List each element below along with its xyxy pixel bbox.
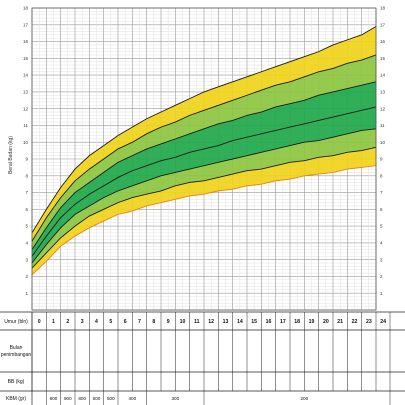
- y-tick-label-left: 9: [25, 157, 28, 162]
- month-label: 13: [223, 319, 229, 325]
- y-tick-label-left: 11: [23, 123, 28, 128]
- month-label: 14: [237, 319, 243, 325]
- month-label: 20: [323, 319, 329, 325]
- y-tick-label-left: 14: [23, 73, 29, 78]
- month-label: 15: [251, 319, 257, 325]
- y-tick-label-right: 12: [380, 106, 386, 111]
- month-label: 8: [152, 319, 155, 325]
- y-tick-label-left: 18: [23, 6, 29, 11]
- y-tick-label-left: 17: [23, 22, 29, 27]
- y-tick-label-right: 7: [380, 190, 383, 195]
- growth-curve: [31, 106, 377, 257]
- y-tick-label-left: 5: [25, 224, 28, 229]
- month-label: 6: [124, 319, 127, 325]
- y-tick-label-left: 3: [25, 257, 28, 262]
- months-row-label-2: penimbangan: [1, 352, 32, 358]
- kbm-value: 300: [171, 396, 179, 401]
- growth-band: [32, 26, 376, 242]
- month-label: 11: [194, 319, 200, 325]
- y-tick-label-right: 6: [380, 207, 383, 212]
- kbm-value: 600: [93, 396, 101, 401]
- y-tick-label-left: 15: [23, 56, 29, 61]
- y-tick-label-right: 9: [380, 157, 383, 162]
- y-tick-label-left: 6: [25, 207, 28, 212]
- month-label: 16: [266, 319, 272, 325]
- y-tick-label-left: 10: [23, 140, 29, 145]
- y-tick-label-left: 16: [23, 39, 29, 44]
- growth-curves: [31, 26, 377, 276]
- month-label: 24: [380, 319, 386, 325]
- y-tick-label-left: 7: [25, 190, 28, 195]
- month-label: 17: [280, 319, 286, 325]
- kbm-value: 900: [64, 396, 72, 401]
- month-label: 4: [95, 319, 98, 325]
- y-tick-label-right: 17: [380, 22, 386, 27]
- data-table: 0 1 2 3 4 5 6 7 8 9 10 11 12 13 14 15 16 17 18 19 20 21 22 23 24…: [0, 311, 405, 405]
- month-label: 1: [52, 319, 55, 325]
- y-tick-label-left: 12: [23, 106, 29, 111]
- month-label: 3: [81, 319, 84, 325]
- month-label: 23: [366, 319, 372, 325]
- y-tick-label-right: 1: [380, 291, 383, 296]
- table-background: [0, 312, 405, 405]
- month-label: 12: [208, 319, 214, 325]
- kbm-value: 800: [50, 396, 58, 401]
- month-label: 10: [180, 319, 186, 325]
- y-tick-label-left: 1: [25, 291, 28, 296]
- growth-curve: [31, 54, 377, 242]
- growth-curve: [31, 146, 377, 269]
- bb-row-label: BB (kg): [8, 379, 25, 385]
- y-tick-label-right: 15: [380, 56, 386, 61]
- y-tick-label-right: 3: [380, 257, 383, 262]
- kbm-row-label: KBM (gr): [6, 396, 26, 402]
- growth-curve: [31, 165, 377, 276]
- y-tick-label-right: 14: [380, 73, 386, 78]
- month-label: 18: [294, 319, 300, 325]
- growth-band: [32, 54, 376, 250]
- y-tick-label-right: 13: [380, 89, 386, 94]
- plot-frame: [31, 7, 377, 311]
- kbm-value: 400: [128, 396, 136, 401]
- age-row-label: Umur (bln): [4, 319, 28, 325]
- y-tick-label-left: 2: [25, 274, 28, 279]
- y-tick-label-right: 18: [380, 6, 386, 11]
- months-row-label: Bulan: [10, 345, 23, 351]
- month-label: 22: [352, 319, 358, 325]
- y-tick-label-right: 2: [380, 274, 383, 279]
- growth-curve: [31, 81, 377, 250]
- kbm-value: 200: [300, 396, 308, 401]
- y-tick-label-left: 4: [25, 240, 28, 245]
- month-label: 7: [138, 319, 141, 325]
- month-label: 19: [309, 319, 315, 325]
- kbm-value: 800: [78, 396, 86, 401]
- y-tick-label-right: 10: [380, 140, 386, 145]
- growth-band: [32, 128, 376, 269]
- y-tick-label-right: 11: [380, 123, 385, 128]
- growth-curve: [31, 26, 377, 234]
- y-axis-label: Berat Badan (kg): [8, 136, 14, 174]
- y-tick-label-left: 8: [25, 173, 28, 178]
- y-tick-label-right: 16: [380, 39, 386, 44]
- y-tick-label-right: 4: [380, 240, 383, 245]
- y-tick-label-right: 5: [380, 224, 383, 229]
- growth-curve: [31, 128, 377, 264]
- y-tick-label-right: 8: [380, 173, 383, 178]
- month-label: 9: [167, 319, 170, 325]
- month-label: 0: [38, 319, 41, 325]
- y-tick-label-left: 13: [23, 89, 29, 94]
- month-label: 5: [109, 319, 112, 325]
- month-label: 2: [66, 319, 69, 325]
- kbm-value: 500: [107, 396, 115, 401]
- month-label: 21: [337, 319, 343, 325]
